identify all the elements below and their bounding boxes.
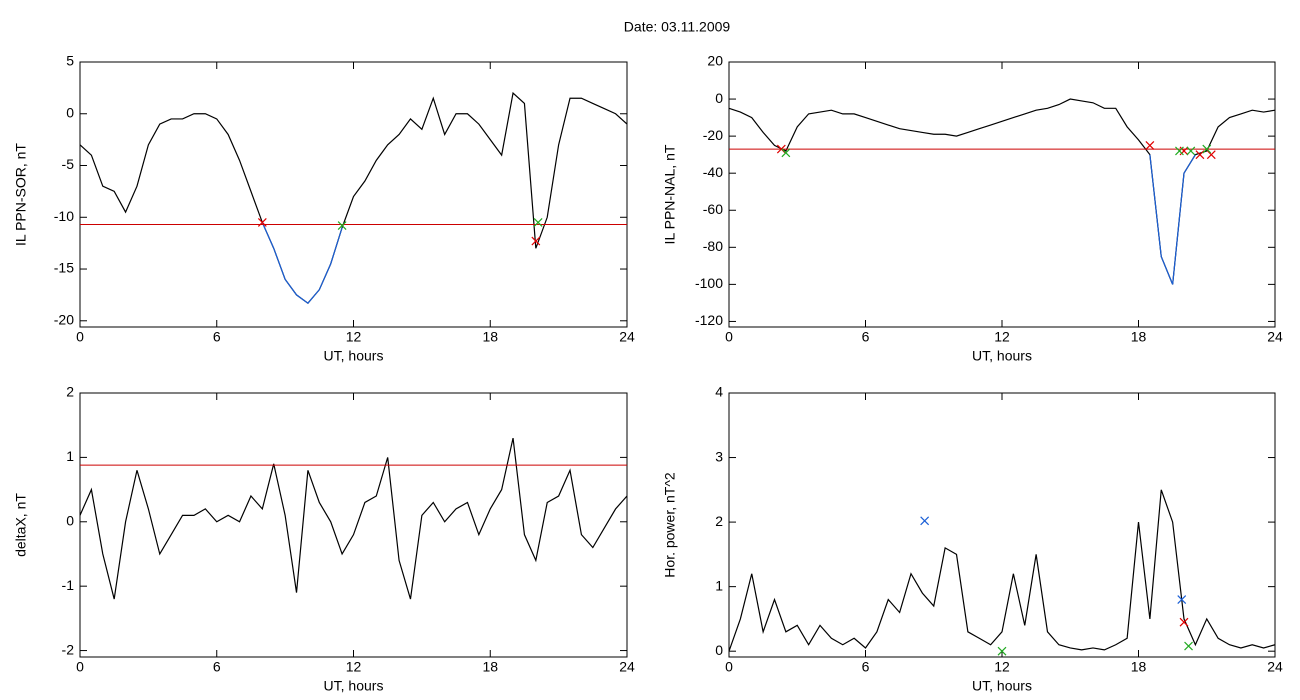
x-tick-label: 6 [862,659,870,675]
y-tick-label: -10 [54,208,74,224]
marker [920,516,930,526]
y-axis-label: IL PPN-SOR, nT [13,143,29,246]
x-tick-label: 12 [346,659,362,675]
y-tick-label: 0 [66,512,74,528]
marker [337,221,347,230]
marker [1177,595,1187,604]
y-axis-label: deltaX, nT [13,493,29,557]
marker [1145,140,1155,150]
y-tick-label: -40 [703,164,723,180]
marker [1184,641,1193,651]
y-tick-label: -120 [695,312,723,328]
plot-frame [79,392,628,658]
series-line [1149,154,1196,285]
x-axis-label: UT, hours [324,348,384,364]
series-line [79,91,628,305]
x-tick-label: 6 [213,329,221,345]
plot: 0 6 12 18 24 20 0 -20 -40 -60 -80 -100 -120 UT, hours… [662,53,1283,364]
y-tick-label: 2 [66,384,74,400]
marker [1179,617,1189,627]
y-tick-label: 3 [715,448,723,464]
marker [531,236,541,246]
x-axis-label: UT, hours [324,678,384,694]
marker [257,218,267,227]
y-axis-label: IL PPN-NAL, nT [662,144,678,244]
x-tick-label: 0 [725,659,733,675]
x-tick-label: 6 [862,329,870,345]
x-tick-label: 12 [994,329,1010,345]
marker [1186,146,1196,156]
series-line [728,98,1276,285]
y-tick-label: 0 [715,90,723,106]
x-tick-label: 12 [994,659,1010,675]
marker [1195,150,1205,160]
x-tick-label: 18 [482,329,498,345]
plot-frame [728,61,1276,328]
y-tick-label: -80 [703,238,723,254]
x-tick-label: 12 [346,329,362,345]
marker [781,148,791,158]
y-tick-label: -100 [695,275,723,291]
y-tick-label: -15 [54,260,74,276]
marker [533,218,543,227]
y-tick-label: -2 [62,641,75,657]
plot-frame [79,61,628,328]
y-tick-label: 0 [715,642,723,658]
y-tick-label: 5 [66,53,74,69]
y-tick-label: 1 [715,577,723,593]
x-tick-label: 24 [619,659,635,675]
x-axis-label: UT, hours [972,348,1032,364]
x-tick-label: 24 [619,329,635,345]
x-tick-label: 0 [725,329,733,345]
y-tick-label: 1 [66,448,74,464]
y-axis-label: Hor. power, nT^2 [662,472,678,578]
marker [1179,146,1189,156]
x-tick-label: 18 [1131,329,1147,345]
plot: 0 6 12 18 24 5 0 -5 -10 -15 -20 UT, hours IL PPN-SOR… [13,53,635,364]
series-line [79,437,628,600]
y-tick-label: 4 [715,384,723,400]
y-tick-label: 2 [715,513,723,529]
series-line [728,489,1276,652]
marker [997,646,1007,656]
series-line [262,222,536,303]
marker [1206,150,1216,160]
x-tick-label: 18 [1131,659,1147,675]
y-tick-label: 0 [66,104,74,120]
y-tick-label: -60 [703,201,723,217]
plot: 0 6 12 18 24 4 3 2 1 0 UT, hours Hor. power, nT^2 [662,384,1283,694]
x-tick-label: 24 [1267,329,1283,345]
x-tick-label: 6 [213,659,221,675]
plot-frame [728,392,1276,658]
y-tick-label: -20 [703,127,723,143]
y-tick-label: -5 [62,156,75,172]
marker [1175,146,1184,156]
x-tick-label: 0 [76,329,84,345]
x-tick-label: 0 [76,659,84,675]
x-axis-label: UT, hours [972,678,1032,694]
x-tick-label: 24 [1267,659,1283,675]
y-tick-label: -1 [62,577,75,593]
marker [1202,144,1212,154]
y-tick-label: 20 [707,53,723,69]
y-tick-label: -20 [54,311,74,327]
plot: 0 6 12 18 24 2 1 0 -1 -2 UT, hours deltaX, nT [13,384,635,694]
figure-title: Date: 03.11.2009 [624,19,731,35]
x-tick-label: 18 [482,659,498,675]
